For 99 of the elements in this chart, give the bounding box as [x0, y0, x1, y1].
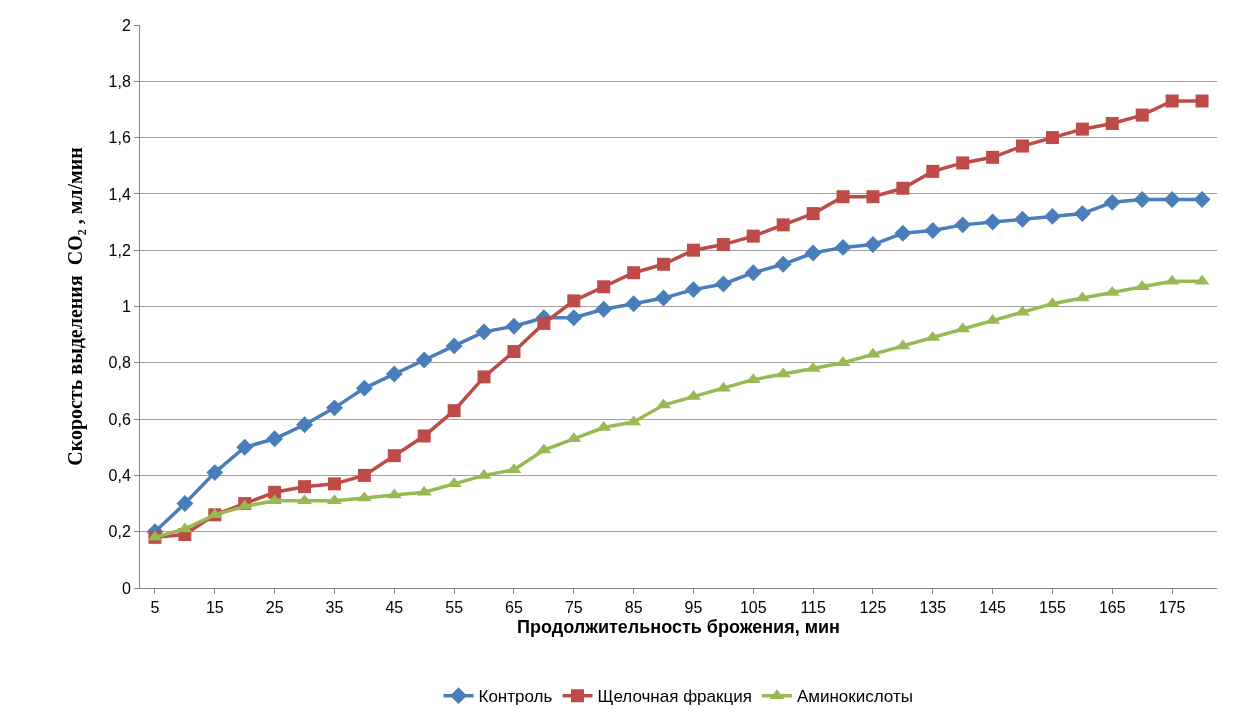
point	[657, 257, 671, 271]
point	[896, 181, 910, 195]
point	[1014, 210, 1031, 228]
point	[686, 243, 700, 257]
point	[355, 379, 373, 397]
point	[1163, 191, 1181, 208]
x-axis-title: Продолжительность брожения, мин	[517, 617, 840, 638]
x-tick-label: 15	[205, 599, 224, 617]
point	[236, 438, 254, 456]
y-tick-label: 0,6	[108, 410, 131, 428]
y-tick-label: 2	[121, 16, 131, 34]
point	[1075, 122, 1089, 136]
point	[655, 289, 672, 307]
point	[956, 156, 970, 170]
point	[924, 222, 942, 239]
point	[774, 255, 792, 273]
point	[385, 365, 403, 383]
point	[1045, 131, 1059, 145]
point	[417, 429, 431, 443]
point	[477, 370, 491, 384]
point	[176, 495, 194, 512]
point	[714, 275, 732, 293]
x-tick-label: 95	[684, 599, 703, 617]
point	[866, 190, 880, 204]
x-tick-label: 165	[1098, 599, 1126, 617]
y-tick-label: 1	[121, 298, 131, 316]
point	[836, 190, 850, 204]
point	[565, 309, 583, 327]
x-tick-label: 85	[624, 599, 643, 617]
point	[1105, 117, 1119, 131]
point	[716, 238, 730, 252]
point	[1016, 139, 1030, 153]
y-tick-label: 1,2	[108, 241, 131, 259]
x-tick-label: 125	[859, 599, 887, 617]
point	[806, 207, 820, 221]
legend-label: Аминокислоты	[796, 687, 913, 707]
point	[595, 300, 613, 318]
x-tick-label: 25	[265, 599, 284, 617]
point	[776, 218, 790, 232]
point	[1195, 94, 1209, 108]
x-tick-label: 65	[505, 599, 523, 617]
point	[1133, 191, 1151, 208]
x-tick-label: 55	[445, 599, 464, 617]
y-tick-label: 1,8	[108, 72, 131, 90]
point	[447, 404, 461, 418]
legend-label: Щелочная фракция	[597, 687, 752, 707]
y-axis-title: Скорость выделения CO₂ , мл/мин	[64, 147, 88, 466]
point	[864, 236, 882, 254]
point	[986, 150, 1000, 164]
point	[597, 280, 611, 294]
x-tick-label: 115	[800, 599, 826, 617]
point	[415, 351, 433, 369]
point	[1193, 191, 1211, 208]
point	[894, 224, 912, 242]
x-tick-label: 5	[150, 599, 160, 617]
point	[1103, 193, 1121, 211]
legend-label: Контроль	[478, 687, 553, 707]
x-tick-label: 75	[564, 599, 583, 617]
x-tick-label: 105	[739, 599, 767, 617]
point	[206, 464, 224, 482]
x-tick-label: 145	[979, 599, 1007, 617]
point	[567, 294, 581, 308]
point	[387, 449, 401, 463]
point	[685, 281, 702, 299]
x-tick-label: 135	[919, 599, 947, 617]
y-tick-label: 1,4	[108, 185, 131, 203]
point	[1073, 205, 1091, 223]
x-tick-label: 45	[385, 599, 404, 617]
point	[357, 468, 371, 482]
point	[537, 316, 551, 330]
point	[298, 480, 312, 494]
point	[744, 264, 762, 282]
point	[625, 295, 643, 313]
y-tick-label: 0,8	[108, 354, 131, 372]
point	[627, 266, 641, 280]
point	[327, 477, 341, 491]
point	[926, 164, 940, 178]
point	[505, 317, 523, 335]
point	[1044, 207, 1061, 225]
point	[984, 213, 1002, 231]
y-tick-label: 0,2	[108, 523, 131, 541]
x-tick-label: 175	[1158, 599, 1186, 617]
point	[804, 244, 822, 262]
x-tick-label: 155	[1039, 599, 1066, 617]
y-tick-label: 0	[121, 579, 131, 597]
point	[1165, 94, 1179, 108]
y-tick-label: 1,6	[108, 129, 131, 147]
point	[445, 337, 463, 355]
y-tick-label: 0,4	[108, 467, 131, 484]
point	[296, 416, 313, 434]
point	[834, 238, 852, 256]
point	[507, 345, 521, 359]
x-tick-label: 35	[325, 599, 344, 617]
point	[326, 399, 343, 417]
point	[475, 323, 493, 341]
point	[266, 430, 284, 448]
point	[746, 229, 760, 243]
point	[954, 216, 972, 234]
point	[1135, 108, 1149, 122]
